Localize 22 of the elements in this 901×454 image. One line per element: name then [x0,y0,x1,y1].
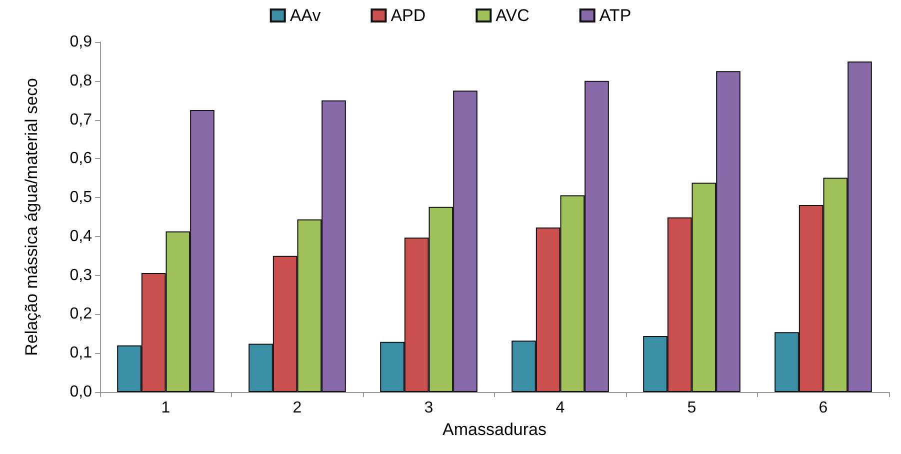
legend-label: AVC [496,6,530,25]
y-tick-label: 0,1 [70,344,92,362]
y-axis-title: Relação mássica água/material seco [22,78,41,356]
y-tick-label: 0,9 [70,34,92,50]
x-tick-label: 4 [556,400,565,416]
x-tick-label: 3 [424,400,434,416]
x-axis-title: Amassaduras [442,420,546,439]
y-tick-label: 0,0 [70,384,92,400]
y-tick-label: 0,4 [70,228,92,245]
y-tick-label: 0,8 [70,72,92,90]
legend-label: APD [390,6,426,25]
y-tick-label: 0,6 [70,150,92,168]
legend-label: AAv [290,6,322,25]
y-tick-label: 0,2 [70,306,92,323]
y-tick-label: 0,5 [70,189,92,206]
x-tick-label: 5 [687,400,696,416]
y-tick-label: 0,3 [70,266,92,284]
y-tick-label: 0,7 [70,111,92,128]
x-tick-label: 6 [818,400,828,416]
legend-label: ATP [599,6,632,25]
x-tick-label: 2 [292,400,302,416]
x-tick-label: 1 [161,400,170,416]
